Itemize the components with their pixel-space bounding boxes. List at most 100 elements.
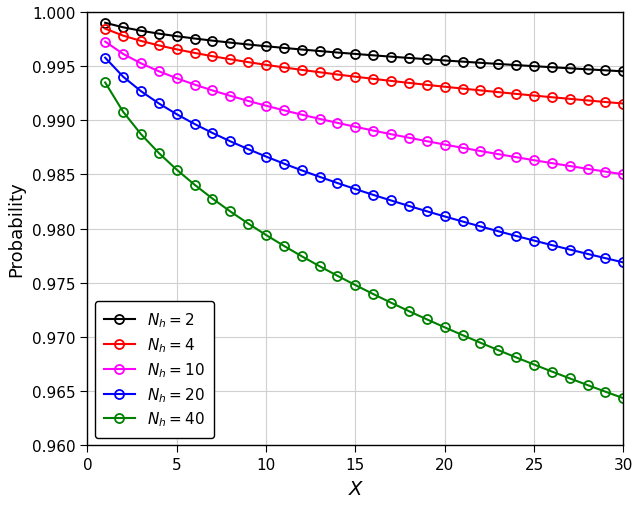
$N_h=10$ bbox=[405, 135, 413, 141]
$N_h=10$ bbox=[477, 148, 484, 155]
$N_h=10$ bbox=[495, 152, 502, 158]
$N_h=40$ bbox=[441, 325, 449, 331]
Line: $N_h=20$: $N_h=20$ bbox=[100, 54, 628, 267]
$N_h=10$ bbox=[459, 145, 467, 152]
$N_h=4$ bbox=[316, 70, 323, 76]
$N_h=40$ bbox=[316, 264, 323, 270]
$N_h=2$ bbox=[333, 50, 341, 57]
$N_h=2$ bbox=[227, 40, 234, 46]
$N_h=20$ bbox=[423, 209, 431, 215]
$N_h=4$ bbox=[423, 83, 431, 89]
$N_h=40$ bbox=[262, 232, 270, 238]
$N_h=4$ bbox=[137, 39, 145, 45]
$N_h=4$ bbox=[191, 51, 198, 57]
$N_h=2$ bbox=[620, 69, 627, 75]
$N_h=10$ bbox=[280, 108, 288, 114]
$N_h=2$ bbox=[280, 46, 288, 52]
$N_h=20$ bbox=[316, 174, 323, 180]
$N_h=10$ bbox=[119, 52, 127, 58]
Legend: $N_h=2$, $N_h=4$, $N_h=10$, $N_h=20$, $N_h=40$: $N_h=2$, $N_h=4$, $N_h=10$, $N_h=20$, $N… bbox=[95, 302, 214, 438]
Line: $N_h=10$: $N_h=10$ bbox=[100, 38, 628, 179]
$N_h=40$ bbox=[333, 273, 341, 279]
$N_h=4$ bbox=[244, 60, 252, 66]
Line: $N_h=40$: $N_h=40$ bbox=[100, 79, 628, 403]
$N_h=40$ bbox=[155, 150, 163, 157]
$N_h=40$ bbox=[512, 355, 520, 361]
$N_h=40$ bbox=[227, 209, 234, 215]
$N_h=10$ bbox=[548, 161, 556, 167]
$N_h=4$ bbox=[280, 65, 288, 71]
$N_h=10$ bbox=[298, 113, 305, 119]
$N_h=4$ bbox=[369, 77, 377, 83]
X-axis label: X: X bbox=[349, 479, 362, 498]
$N_h=4$ bbox=[495, 90, 502, 96]
$N_h=2$ bbox=[405, 56, 413, 62]
$N_h=40$ bbox=[584, 382, 591, 388]
$N_h=2$ bbox=[351, 52, 359, 58]
$N_h=10$ bbox=[209, 88, 216, 94]
$N_h=20$ bbox=[209, 131, 216, 137]
$N_h=2$ bbox=[173, 34, 180, 40]
$N_h=10$ bbox=[351, 125, 359, 131]
$N_h=2$ bbox=[262, 44, 270, 50]
$N_h=4$ bbox=[119, 33, 127, 39]
$N_h=20$ bbox=[280, 161, 288, 167]
$N_h=2$ bbox=[441, 58, 449, 64]
$N_h=10$ bbox=[620, 172, 627, 178]
$N_h=10$ bbox=[262, 104, 270, 110]
$N_h=2$ bbox=[119, 25, 127, 31]
$N_h=20$ bbox=[584, 251, 591, 258]
$N_h=10$ bbox=[369, 128, 377, 134]
$N_h=20$ bbox=[620, 260, 627, 266]
$N_h=2$ bbox=[548, 65, 556, 71]
$N_h=2$ bbox=[244, 42, 252, 48]
$N_h=4$ bbox=[566, 96, 573, 103]
$N_h=4$ bbox=[512, 91, 520, 97]
$N_h=4$ bbox=[101, 27, 109, 33]
$N_h=4$ bbox=[620, 102, 627, 108]
$N_h=40$ bbox=[459, 332, 467, 338]
$N_h=40$ bbox=[369, 291, 377, 297]
$N_h=40$ bbox=[101, 80, 109, 86]
$N_h=10$ bbox=[584, 167, 591, 173]
$N_h=40$ bbox=[495, 347, 502, 354]
$N_h=2$ bbox=[155, 31, 163, 37]
$N_h=40$ bbox=[566, 376, 573, 382]
$N_h=10$ bbox=[333, 121, 341, 127]
$N_h=2$ bbox=[584, 67, 591, 73]
$N_h=4$ bbox=[530, 93, 538, 99]
$N_h=40$ bbox=[602, 389, 609, 395]
$N_h=4$ bbox=[333, 72, 341, 78]
$N_h=20$ bbox=[602, 256, 609, 262]
$N_h=40$ bbox=[280, 243, 288, 249]
Line: $N_h=4$: $N_h=4$ bbox=[100, 25, 628, 109]
$N_h=20$ bbox=[173, 112, 180, 118]
$N_h=10$ bbox=[155, 69, 163, 75]
$N_h=40$ bbox=[191, 182, 198, 188]
$N_h=40$ bbox=[530, 362, 538, 368]
$N_h=20$ bbox=[369, 192, 377, 198]
$N_h=40$ bbox=[298, 254, 305, 260]
$N_h=2$ bbox=[566, 66, 573, 72]
$N_h=2$ bbox=[423, 57, 431, 63]
$N_h=10$ bbox=[227, 93, 234, 99]
$N_h=4$ bbox=[262, 63, 270, 69]
$N_h=4$ bbox=[298, 68, 305, 74]
$N_h=10$ bbox=[316, 117, 323, 123]
$N_h=20$ bbox=[566, 247, 573, 253]
$N_h=10$ bbox=[530, 158, 538, 164]
$N_h=40$ bbox=[173, 167, 180, 173]
$N_h=4$ bbox=[155, 43, 163, 49]
$N_h=10$ bbox=[387, 132, 395, 138]
$N_h=20$ bbox=[512, 233, 520, 239]
$N_h=4$ bbox=[459, 86, 467, 92]
$N_h=4$ bbox=[227, 57, 234, 63]
$N_h=4$ bbox=[209, 54, 216, 60]
$N_h=20$ bbox=[262, 154, 270, 160]
Y-axis label: Probability: Probability bbox=[7, 181, 25, 277]
$N_h=40$ bbox=[548, 369, 556, 375]
$N_h=20$ bbox=[244, 147, 252, 153]
$N_h=20$ bbox=[191, 122, 198, 128]
$N_h=4$ bbox=[584, 98, 591, 104]
$N_h=2$ bbox=[369, 53, 377, 59]
